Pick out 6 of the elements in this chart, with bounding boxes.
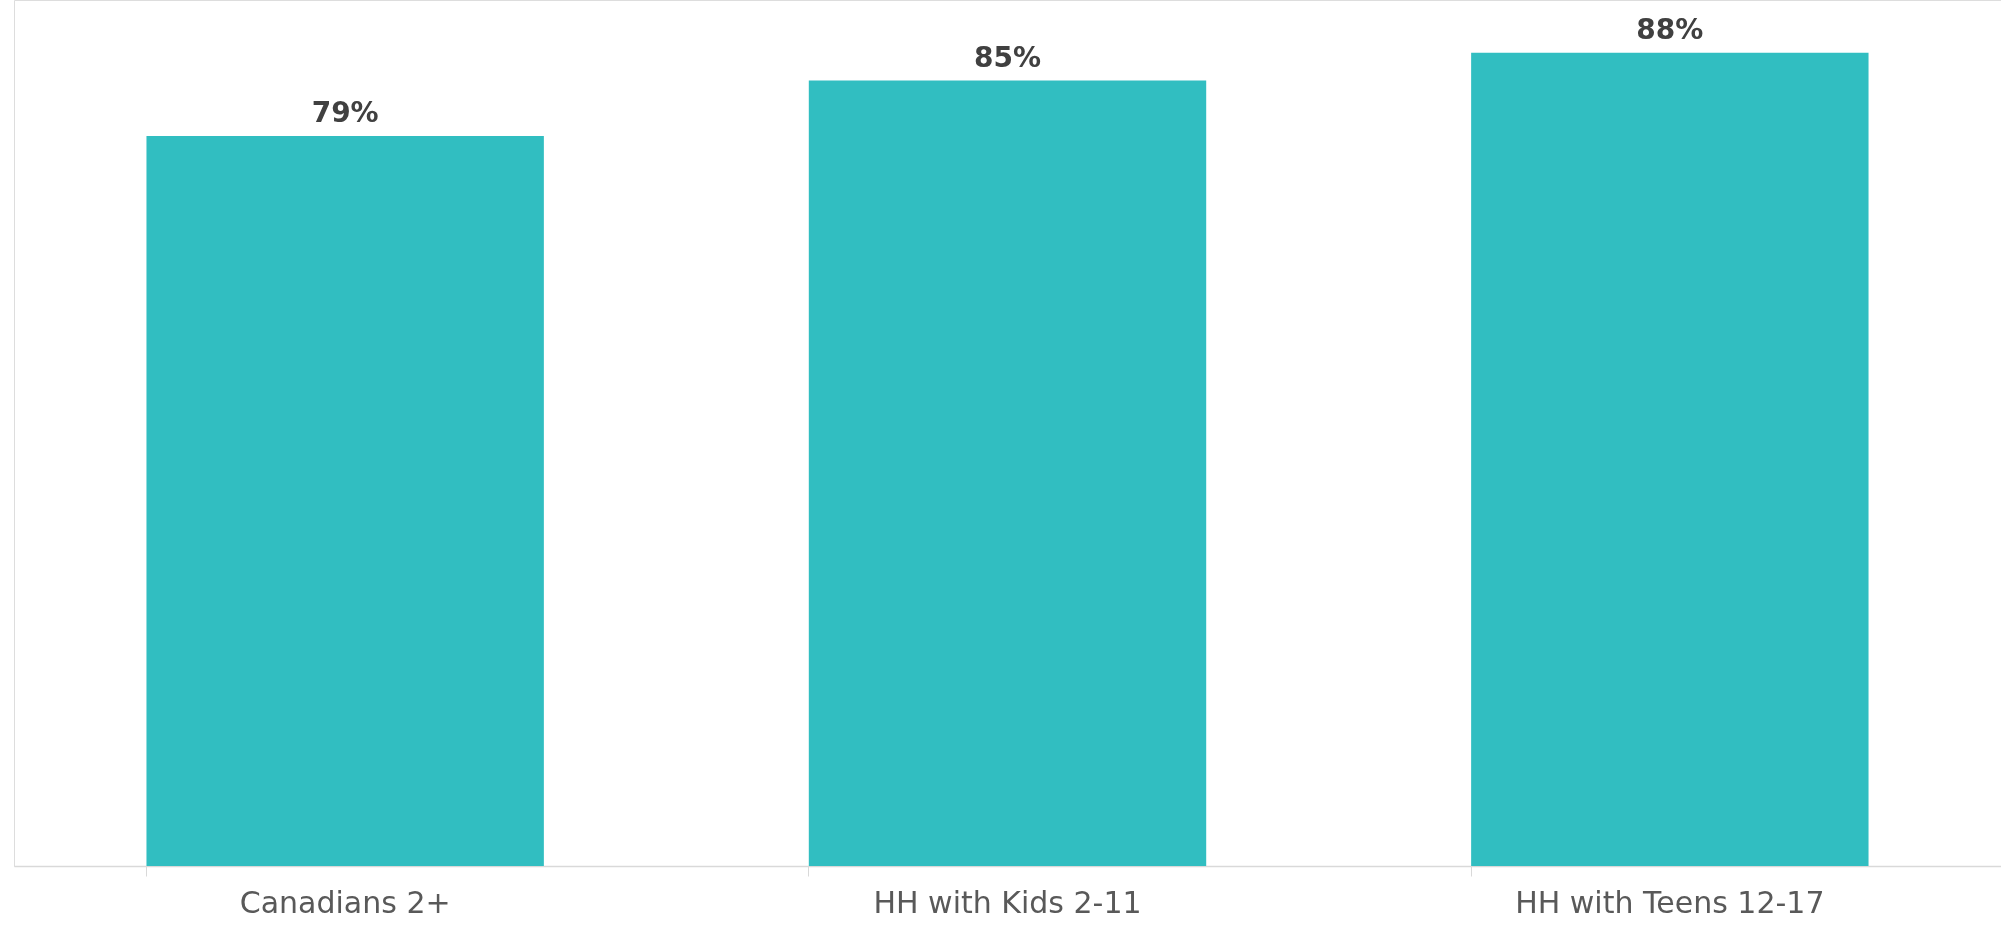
x-tick-label: Canadians 2+: [239, 884, 451, 920]
x-tick-label: HH with Kids 2-11: [873, 884, 1142, 920]
data-label: 79%: [311, 96, 379, 130]
x-tick-label: HH with Teens 12-17: [1515, 884, 1825, 920]
data-label: 88%: [1636, 12, 1704, 46]
data-label: 85%: [973, 40, 1042, 74]
